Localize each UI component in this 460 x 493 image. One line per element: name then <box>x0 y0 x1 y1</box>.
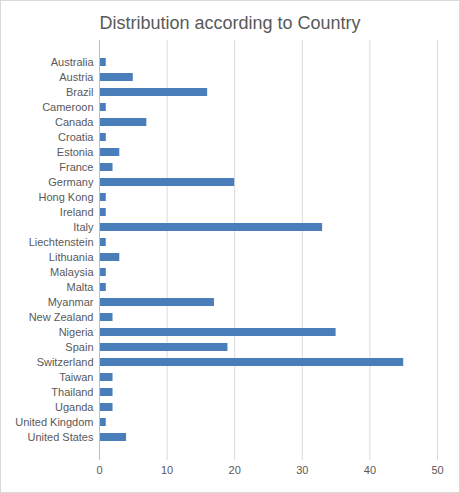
svg-text:Croatia: Croatia <box>58 131 94 143</box>
svg-text:40: 40 <box>364 464 376 476</box>
svg-text:Ireland: Ireland <box>60 206 94 218</box>
svg-text:30: 30 <box>296 464 308 476</box>
svg-text:Spain: Spain <box>65 341 93 353</box>
svg-text:10: 10 <box>161 464 173 476</box>
svg-text:50: 50 <box>431 464 443 476</box>
html-text:Distribution according to Coun: Distribution according to Country <box>99 13 361 33</box>
svg-text:Lithuania: Lithuania <box>49 251 95 263</box>
svg-text:Canada: Canada <box>55 116 94 128</box>
svg-text:Uganda: Uganda <box>55 401 94 413</box>
svg-text:Thailand: Thailand <box>51 386 93 398</box>
svg-text:New Zealand: New Zealand <box>29 311 94 323</box>
svg-text:Nigeria: Nigeria <box>59 326 95 338</box>
svg-text:France: France <box>59 161 93 173</box>
svg-text:United States: United States <box>27 431 94 443</box>
svg-text:Estonia: Estonia <box>57 146 95 158</box>
svg-text:Hong Kong: Hong Kong <box>38 191 93 203</box>
svg-text:Switzerland: Switzerland <box>37 356 94 368</box>
svg-text:0: 0 <box>96 464 102 476</box>
svg-text:United Kingdom: United Kingdom <box>15 416 93 428</box>
svg-text:Malaysia: Malaysia <box>50 266 94 278</box>
svg-text:Cameroon: Cameroon <box>42 101 93 113</box>
svg-text:Germany: Germany <box>48 176 94 188</box>
svg-text:Malta: Malta <box>67 281 95 293</box>
svg-text:20: 20 <box>229 464 241 476</box>
svg-text:Myanmar: Myanmar <box>48 296 94 308</box>
svg-text:Liechtenstein: Liechtenstein <box>29 236 94 248</box>
svg-text:Austria: Austria <box>59 71 94 83</box>
svg-text:Brazil: Brazil <box>66 86 94 98</box>
svg-text:Italy: Italy <box>73 221 94 233</box>
svg-text:Taiwan: Taiwan <box>59 371 93 383</box>
svg-text:Australia: Australia <box>51 56 95 68</box>
